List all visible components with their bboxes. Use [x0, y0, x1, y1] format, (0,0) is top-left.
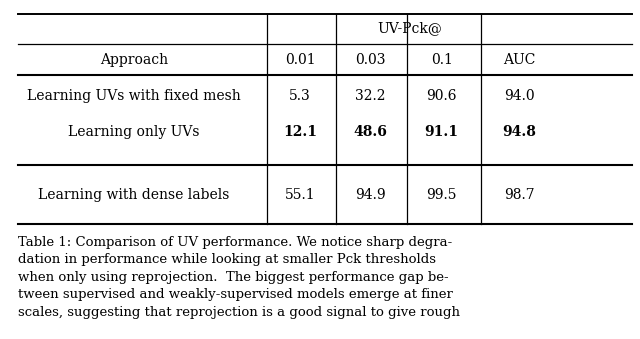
Text: UV-Pck@: UV-Pck@	[378, 21, 442, 35]
Text: 94.9: 94.9	[355, 188, 385, 202]
Text: 94.8: 94.8	[502, 125, 536, 139]
Text: 32.2: 32.2	[355, 89, 385, 103]
Text: AUC: AUC	[503, 53, 536, 67]
Text: Approach: Approach	[100, 53, 168, 67]
Text: Learning with dense labels: Learning with dense labels	[38, 188, 230, 202]
Text: 0.03: 0.03	[355, 53, 385, 67]
Text: 0.1: 0.1	[431, 53, 452, 67]
Text: 5.3: 5.3	[289, 89, 311, 103]
Text: 94.0: 94.0	[504, 89, 535, 103]
Text: Learning only UVs: Learning only UVs	[68, 125, 200, 139]
Text: 12.1: 12.1	[283, 125, 317, 139]
Text: 90.6: 90.6	[426, 89, 457, 103]
Text: 55.1: 55.1	[285, 188, 316, 202]
Text: 91.1: 91.1	[425, 125, 459, 139]
Text: 0.01: 0.01	[285, 53, 316, 67]
Text: Learning UVs with fixed mesh: Learning UVs with fixed mesh	[27, 89, 241, 103]
Text: 99.5: 99.5	[426, 188, 457, 202]
Text: 98.7: 98.7	[504, 188, 535, 202]
Text: Table 1: Comparison of UV performance. We notice sharp degra-
dation in performa: Table 1: Comparison of UV performance. W…	[18, 236, 460, 319]
Text: 48.6: 48.6	[353, 125, 387, 139]
